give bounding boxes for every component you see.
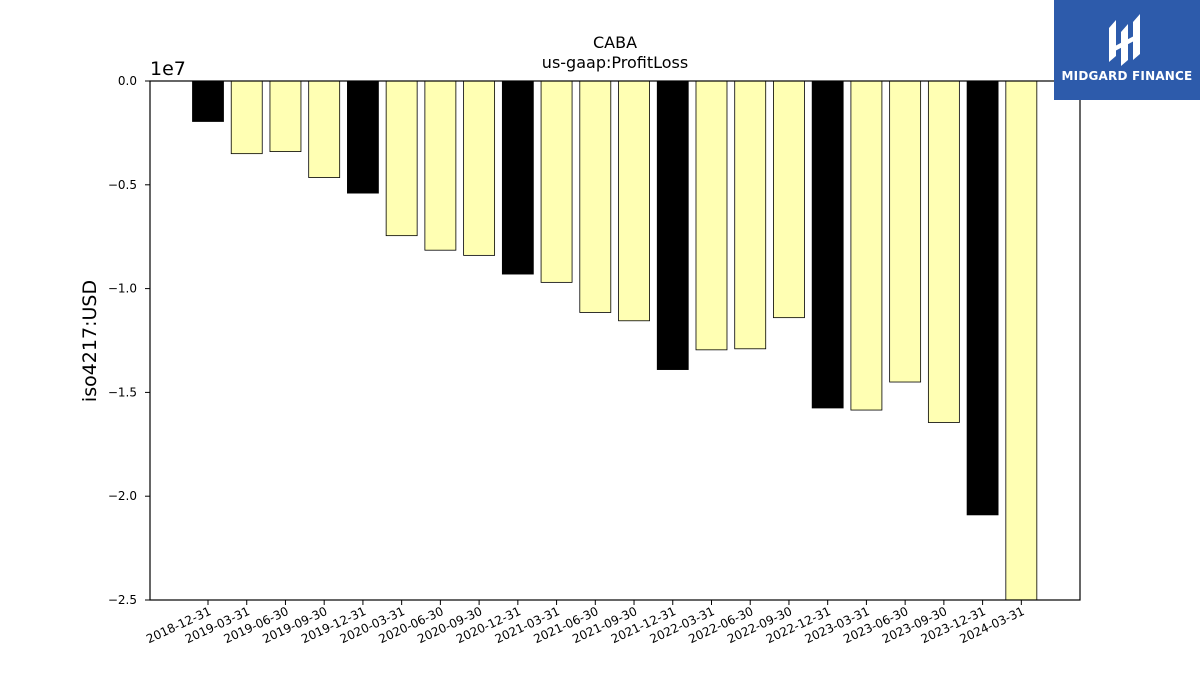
bar-2022-03-31 [695, 80, 728, 351]
bar-2018-12-31 [192, 80, 224, 122]
bar-2024-03-31 [1005, 80, 1038, 601]
y-tick-label: −1.0 [108, 282, 137, 296]
bar-2019-06-30 [269, 80, 302, 152]
bar-2022-12-31 [811, 80, 844, 409]
bar-2022-09-30 [773, 80, 805, 319]
y-tick-label: −0.5 [108, 178, 137, 192]
bar-2020-12-31 [501, 80, 534, 275]
bar-2020-03-31 [385, 80, 418, 237]
y-tick-label: −2.0 [108, 489, 137, 503]
bar-2020-06-30 [424, 80, 457, 251]
bar-2021-12-31 [656, 80, 689, 370]
plot-frame [149, 80, 1081, 601]
midgard-finance-logo: MIDGARD FINANCE [1054, 0, 1200, 100]
bar-2019-09-30 [308, 80, 341, 178]
bar-2023-09-30 [927, 80, 960, 423]
bar-2020-09-30 [463, 80, 496, 256]
bar-2023-12-31 [966, 80, 999, 516]
bar-2023-06-30 [889, 80, 922, 383]
y-offset-label: 1e7 [150, 58, 186, 80]
bar-2019-03-31 [230, 80, 263, 155]
bar-2021-03-31 [540, 80, 573, 283]
chart-title: CABA [593, 33, 637, 52]
y-tick-label: 0.0 [118, 74, 137, 88]
bar-2022-06-30 [734, 80, 767, 350]
bar-2021-06-30 [579, 80, 612, 313]
bar-2021-09-30 [618, 80, 650, 322]
bar-2019-12-31 [347, 80, 379, 194]
y-axis-label: iso4217:USD [79, 280, 101, 402]
logo-mark-icon [1109, 14, 1140, 66]
logo-text: MIDGARD FINANCE [1061, 69, 1193, 83]
y-tick-label: −1.5 [108, 385, 137, 399]
chart-subtitle: us-gaap:ProfitLoss [542, 53, 688, 72]
bar-2023-03-31 [850, 80, 883, 411]
y-tick-label: −2.5 [108, 593, 137, 607]
